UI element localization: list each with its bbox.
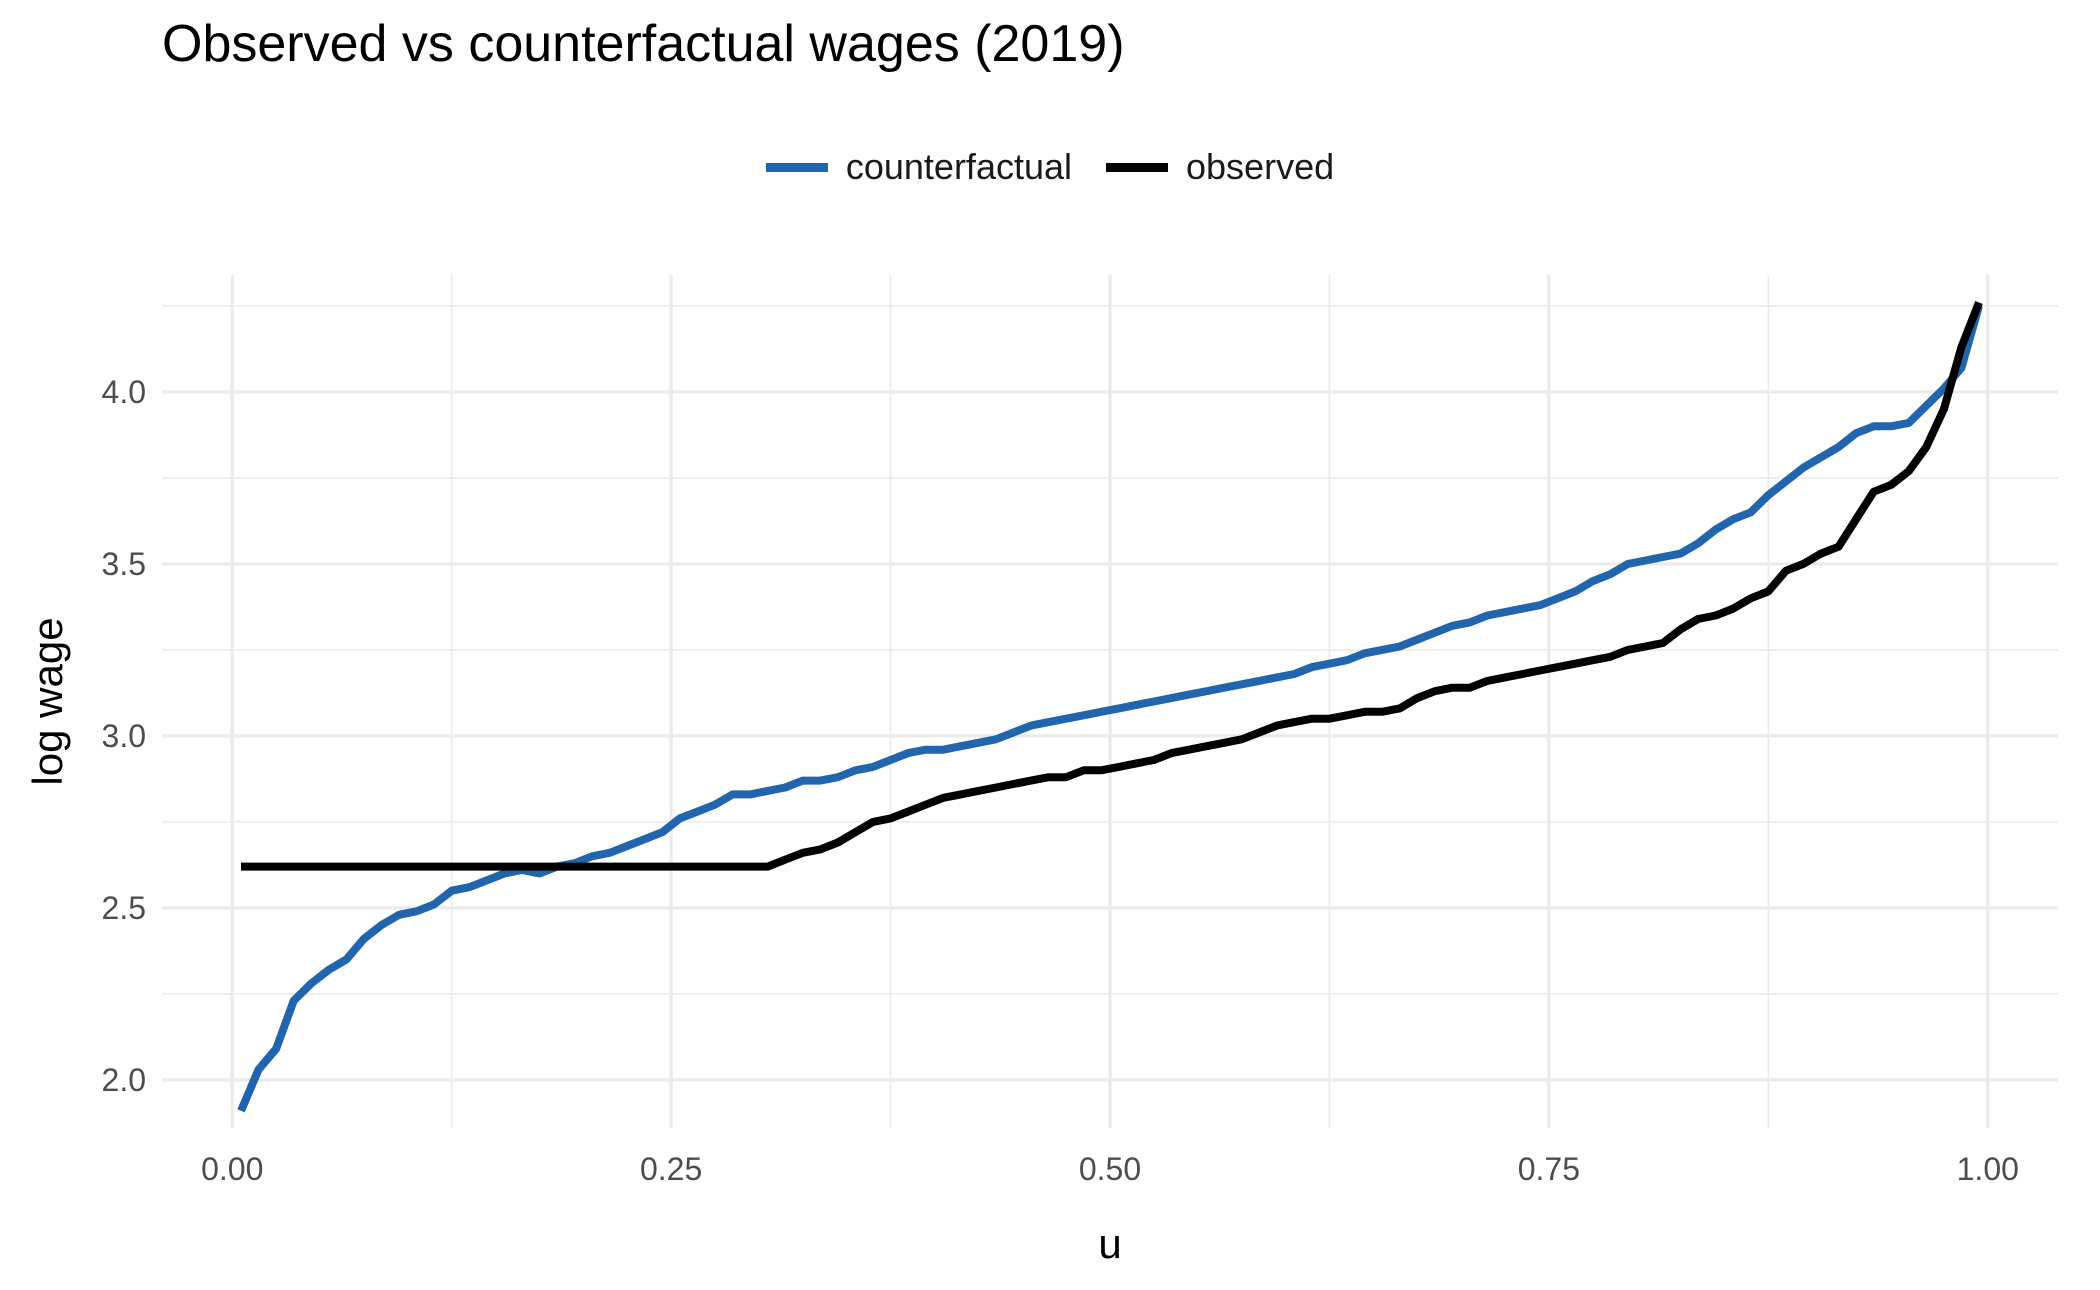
x-tick-label: 0.50 <box>1079 1151 1141 1187</box>
legend-label-observed: observed <box>1186 146 1335 187</box>
legend-label-counterfactual: counterfactual <box>845 146 1073 187</box>
tick-labels: 0.00 0.25 0.50 0.75 1.00 2.0 2.5 3.0 3.5 4.0 <box>102 374 2019 1187</box>
x-tick-label: 0.25 <box>640 1151 702 1187</box>
x-tick-label: 1.00 <box>1957 1151 2019 1187</box>
series-line-observed <box>241 301 1983 871</box>
x-tick-label: 0.00 <box>201 1151 263 1187</box>
y-tick-label: 3.0 <box>102 718 146 754</box>
legend: counterfactual observed <box>0 142 2100 192</box>
x-axis-title: u <box>1098 1220 1121 1267</box>
x-tick-label: 0.75 <box>1518 1151 1580 1187</box>
y-tick-label: 4.0 <box>102 374 146 410</box>
y-tick-label: 3.5 <box>102 546 146 582</box>
y-axis-title: log wage <box>24 617 71 785</box>
chart-title: Observed vs counterfactual wages (2019) <box>162 15 1125 73</box>
y-tick-label: 2.5 <box>102 890 146 926</box>
legend-key-observed <box>1106 162 1169 172</box>
legend-item-observed: observed <box>1106 146 1334 188</box>
legend-key-counterfactual <box>765 162 828 172</box>
grid-major <box>162 275 2058 1128</box>
series-layer <box>237 301 1983 1113</box>
legend-item-counterfactual: counterfactual <box>765 146 1073 188</box>
series-line-counterfactual <box>237 304 1983 1113</box>
y-tick-label: 2.0 <box>102 1062 146 1098</box>
